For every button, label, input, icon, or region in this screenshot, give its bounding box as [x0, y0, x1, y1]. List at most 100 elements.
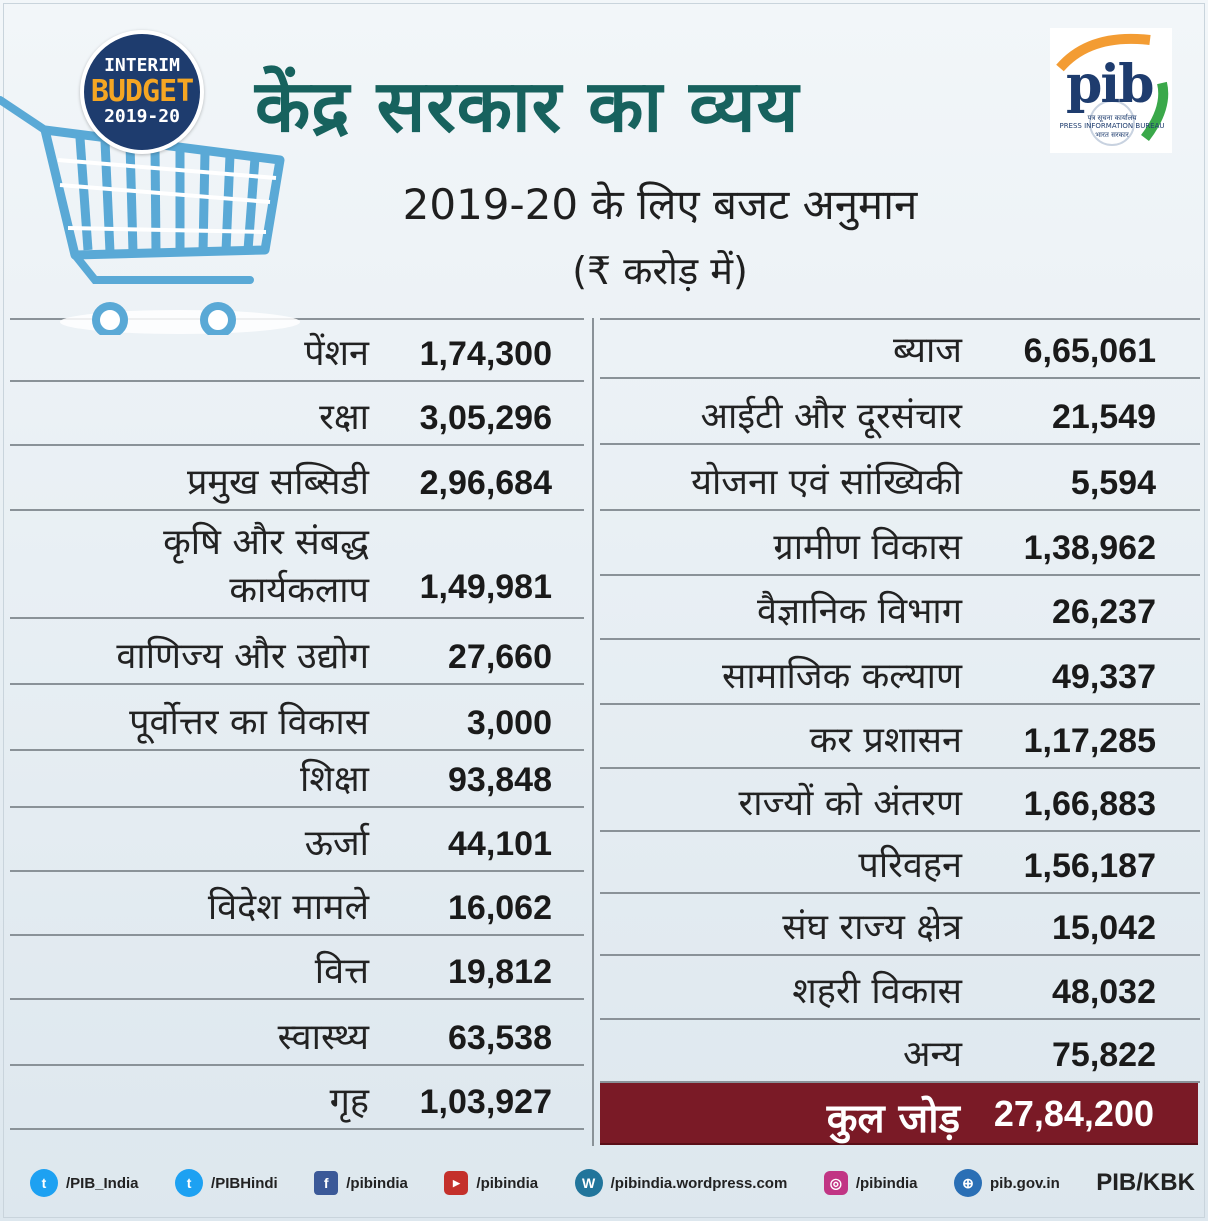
row-value: 63,538 — [448, 1019, 552, 1057]
row-value: 3,000 — [466, 704, 552, 742]
table-row: परिवहन 1,56,187 — [600, 832, 1200, 894]
footer-link-text: pib.gov.in — [990, 1174, 1060, 1192]
table-row: ऊर्जा 44,101 — [10, 808, 584, 872]
row-value: 48,032 — [1052, 973, 1156, 1011]
row-value: 15,042 — [1052, 909, 1156, 947]
row-label: शिक्षा — [300, 759, 369, 800]
footer-link-text: /pibindia — [855, 1174, 918, 1192]
table-row: प्रमुख सब्सिडी 2,96,684 — [10, 446, 584, 511]
table-row: पेंशन 1,74,300 — [10, 318, 584, 382]
row-label: ऊर्जा — [304, 823, 369, 864]
table-row: सामाजिक कल्याण 49,337 — [600, 640, 1200, 705]
pib-sub-english: PRESS INFORMATION BUREAU — [1059, 122, 1165, 131]
row-label: ब्याज — [893, 330, 962, 371]
table-row: शिक्षा 93,848 — [10, 751, 584, 808]
table-row: वित्त 19,812 — [10, 936, 584, 1000]
footer-link-text: /pibindia.wordpress.com — [610, 1174, 788, 1192]
twitter-icon: t — [175, 1169, 204, 1197]
row-value: 27,660 — [448, 638, 552, 676]
pib-logo: pib पत्र सूचना कार्यालय PRESS INFORMATIO… — [1050, 28, 1172, 153]
row-value: 1,66,883 — [1023, 785, 1156, 823]
row-value: 1,56,187 — [1023, 847, 1156, 885]
shopping-cart-icon — [0, 96, 300, 335]
pib-sub-govt: भारत सरकार — [1095, 130, 1129, 139]
globe-icon: ⊕ — [954, 1169, 983, 1197]
row-label: परिवहन — [858, 845, 962, 886]
footer-twitter-pib-india[interactable]: t /PIB_India — [30, 1169, 139, 1197]
row-value: 1,03,927 — [419, 1083, 552, 1121]
total-row: कुल जोड़ 27,84,200 — [600, 1083, 1198, 1145]
row-value: 44,101 — [448, 825, 552, 863]
badge-line-budget: BUDGET — [90, 74, 194, 110]
row-label: विदेश मामले — [207, 887, 369, 928]
row-label-continued: कार्यकलाप — [229, 570, 369, 611]
row-value: 6,65,061 — [1023, 332, 1156, 370]
row-value: 1,74,300 — [419, 335, 552, 373]
total-label: कुल जोड़ — [826, 1096, 960, 1142]
row-value: 49,337 — [1052, 658, 1156, 696]
badge-line-year: 2019-20 — [104, 105, 180, 127]
page-title: केंद्र सरकार का व्यय — [255, 64, 800, 148]
table-row: वाणिज्य और उद्योग 27,660 — [10, 619, 584, 685]
row-label: कृषि और संबद्ध — [163, 522, 369, 563]
table-row: संघ राज्य क्षेत्र 15,042 — [600, 894, 1200, 956]
row-value: 21,549 — [1052, 398, 1156, 436]
row-value: 75,822 — [1052, 1036, 1156, 1074]
facebook-icon: f — [314, 1171, 339, 1195]
row-value: 2,96,684 — [419, 464, 552, 502]
row-value: 16,062 — [448, 889, 552, 927]
row-value: 93,848 — [448, 761, 552, 799]
footer-link-text: /PIBHindi — [211, 1174, 278, 1192]
row-label: अन्य — [902, 1034, 962, 1075]
row-value: 3,05,296 — [419, 399, 552, 437]
row-value: 5,594 — [1070, 464, 1156, 502]
row-label: प्रमुख सब्सिडी — [186, 462, 369, 503]
row-label: वित्त — [314, 951, 369, 992]
row-label: संघ राज्य क्षेत्र — [782, 907, 962, 948]
row-value: 1,38,962 — [1023, 529, 1156, 567]
unit-note: (₹ करोड़ में) — [572, 249, 748, 293]
footer-youtube[interactable]: ▶ /pibindia — [444, 1171, 538, 1195]
youtube-icon: ▶ — [444, 1171, 469, 1195]
pib-logo-subtext: पत्र सूचना कार्यालय PRESS INFORMATION BU… — [1058, 114, 1166, 139]
row-label: कर प्रशासन — [809, 720, 962, 761]
table-rule — [600, 318, 1200, 320]
interim-budget-badge: INTERIM BUDGET 2019-20 — [80, 30, 204, 154]
credit-text: PIB/KBK — [1096, 1169, 1195, 1196]
footer-website[interactable]: ⊕ pib.gov.in — [954, 1169, 1060, 1197]
wordpress-icon: W — [574, 1169, 603, 1197]
page-frame — [3, 3, 1205, 1218]
footer-wordpress[interactable]: W /pibindia.wordpress.com — [574, 1169, 788, 1197]
row-value: 26,237 — [1052, 593, 1156, 631]
row-label: पूर्वोत्तर का विकास — [129, 702, 369, 743]
footer-twitter-pib-hindi[interactable]: t /PIBHindi — [175, 1169, 278, 1197]
table-row: अन्य 75,822 — [600, 1020, 1200, 1083]
table-row: कर प्रशासन 1,17,285 — [600, 705, 1200, 769]
table-row: ब्याज 6,65,061 — [600, 318, 1200, 379]
footer-link-text: /pibindia — [346, 1174, 408, 1192]
page-subtitle: 2019-20 के लिए बजट अनुमान — [402, 180, 918, 229]
row-label: शहरी विकास — [792, 971, 962, 1012]
row-label: आईटी और दूरसंचार — [700, 396, 962, 437]
pib-sub-hindi: पत्र सूचना कार्यालय — [1087, 114, 1137, 122]
row-label: रक्षा — [319, 397, 369, 438]
row-value: 1,49,981 — [419, 568, 552, 606]
table-row: गृह 1,03,927 — [10, 1066, 584, 1130]
footer-link-text: /PIB_India — [66, 1174, 139, 1192]
row-label: वाणिज्य और उद्योग — [116, 636, 369, 677]
row-label: सामाजिक कल्याण — [722, 656, 962, 697]
row-value: 1,17,285 — [1023, 722, 1156, 760]
table-row: कृषि और संबद्ध कार्यकलाप 1,49,981 — [10, 511, 584, 619]
row-label: वैज्ञानिक विभाग — [756, 591, 962, 632]
instagram-icon: ◎ — [823, 1171, 848, 1195]
row-value: 19,812 — [448, 953, 552, 991]
footer-instagram[interactable]: ◎ /pibindia — [823, 1171, 918, 1195]
footer-facebook[interactable]: f /pibindia — [314, 1171, 408, 1195]
table-row: ग्रामीण विकास 1,38,962 — [600, 511, 1200, 576]
table-row: राज्यों को अंतरण 1,66,883 — [600, 769, 1200, 832]
table-rule — [10, 318, 584, 320]
twitter-icon: t — [30, 1169, 58, 1197]
footer-link-text: /pibindia — [476, 1174, 539, 1192]
total-value: 27,84,200 — [993, 1093, 1154, 1134]
row-label: गृह — [329, 1081, 369, 1122]
